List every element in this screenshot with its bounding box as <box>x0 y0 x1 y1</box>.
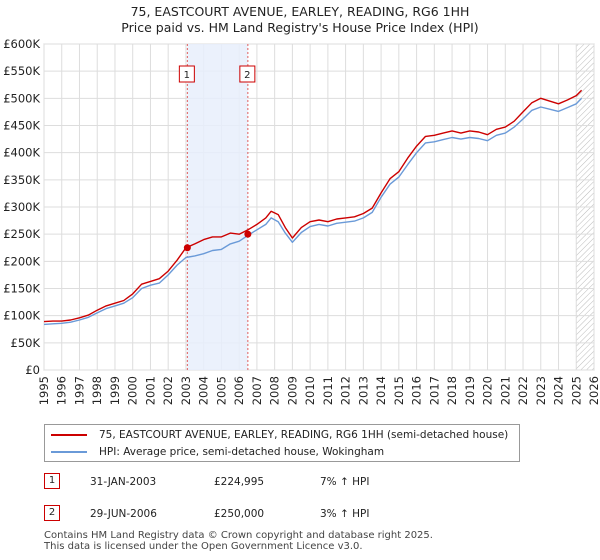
x-tick-label: 2002 <box>161 376 175 405</box>
x-tick-label: 2019 <box>463 376 477 405</box>
y-axis-ticks: £0 £50K £100K £150K £200K £250K £300K £350K £400… <box>3 37 40 377</box>
footer: Contains HM Land Registry data © Crown c… <box>44 530 594 552</box>
x-tick-label: 2013 <box>356 376 370 405</box>
chart-title: 75, EASTCOURT AVENUE, EARLEY, READING, R… <box>130 4 470 19</box>
y-tick-label: £50K <box>11 336 41 350</box>
x-tick-label: 1999 <box>108 376 122 405</box>
y-tick-label: £100K <box>3 309 40 323</box>
sale-date: 29-JUN-2006 <box>90 508 157 520</box>
x-tick-label: 1997 <box>72 376 86 405</box>
x-tick-label: 2017 <box>427 376 441 405</box>
x-tick-label: 2022 <box>516 376 530 405</box>
sale-label-2: 2 <box>244 70 250 81</box>
hpi-line <box>43 97 583 326</box>
x-tick-label: 1998 <box>90 376 104 405</box>
series-lines <box>43 89 583 326</box>
legend-label-hpi: HPI: Average price, semi-detached house,… <box>99 446 385 458</box>
footer-licence: This data is licensed under the Open Gov… <box>44 541 363 552</box>
sale-date: 31-JAN-2003 <box>90 476 157 488</box>
sale-label-box-1 <box>178 65 195 83</box>
x-tick-label: 2016 <box>410 376 424 405</box>
sale-hpi-change: 3% ↑ HPI <box>320 508 370 520</box>
x-tick-label: 2023 <box>534 376 548 405</box>
x-tick-label: 2012 <box>339 376 353 405</box>
sale-badge: 1 <box>44 473 60 489</box>
sale-period-shade <box>187 44 248 370</box>
x-tick-label: 2007 <box>250 376 264 405</box>
x-tick-label: 2003 <box>179 376 193 405</box>
grid-lines <box>43 43 595 371</box>
y-tick-label: £200K <box>3 254 40 268</box>
x-tick-label: 2004 <box>197 376 211 405</box>
x-tick-label: 1996 <box>55 376 69 405</box>
sale-price: £224,995 <box>214 476 265 488</box>
x-tick-label: 1995 <box>37 376 51 405</box>
x-tick-label: 2018 <box>445 376 459 405</box>
sale-point-2 <box>244 230 252 238</box>
sale-label-1: 1 <box>184 70 190 81</box>
sale-hpi-change: 7% ↑ HPI <box>320 476 370 488</box>
chart-title-block: 75, EASTCOURT AVENUE, EARLEY, READING, R… <box>0 4 600 36</box>
x-tick-label: 2025 <box>569 376 583 405</box>
y-tick-label: £600K <box>3 37 40 51</box>
x-tick-label: 2020 <box>481 376 495 405</box>
y-tick-label: £0 <box>25 363 40 377</box>
footer-copyright: Contains HM Land Registry data © Crown c… <box>44 530 433 541</box>
property-price-line <box>43 89 583 323</box>
legend-label-property: 75, EASTCOURT AVENUE, EARLEY, READING, R… <box>99 429 509 441</box>
x-axis-ticks: 1995 1996 1997 1998 1999 2000 2001 2002 2003 2004… <box>37 376 600 405</box>
x-tick-label: 2008 <box>268 376 282 405</box>
y-tick-label: £350K <box>3 173 40 187</box>
x-tick-label: 2001 <box>143 376 157 405</box>
y-tick-label: £150K <box>3 282 40 296</box>
chart-subtitle: Price paid vs. HM Land Registry's House … <box>121 20 479 35</box>
legend-swatch-hpi <box>51 451 87 453</box>
sale-price: £250,000 <box>214 508 265 520</box>
y-tick-label: £450K <box>3 119 40 133</box>
sale-point-1 <box>183 244 191 252</box>
y-tick-label: £400K <box>3 146 40 160</box>
x-tick-label: 2026 <box>587 376 600 405</box>
sale-label-box-2 <box>239 65 256 83</box>
y-tick-label: £250K <box>3 227 40 241</box>
x-tick-label: 2014 <box>374 376 388 405</box>
x-tick-label: 2005 <box>214 376 228 405</box>
x-tick-label: 2021 <box>498 376 512 405</box>
x-tick-label: 2024 <box>552 376 566 405</box>
highlight-region <box>186 44 249 370</box>
x-tick-label: 2006 <box>232 376 246 405</box>
x-tick-label: 2010 <box>303 376 317 405</box>
y-tick-label: £300K <box>3 200 40 214</box>
x-tick-label: 2015 <box>392 376 406 405</box>
legend: 75, EASTCOURT AVENUE, EARLEY, READING, R… <box>44 424 520 462</box>
y-tick-label: £500K <box>3 91 40 105</box>
x-tick-label: 2011 <box>321 376 335 405</box>
y-tick-label: £550K <box>3 64 40 78</box>
x-tick-label: 2009 <box>285 376 299 405</box>
x-tick-label: 2000 <box>126 376 140 405</box>
legend-swatch-property <box>51 434 87 436</box>
sale-badge: 2 <box>44 505 60 521</box>
